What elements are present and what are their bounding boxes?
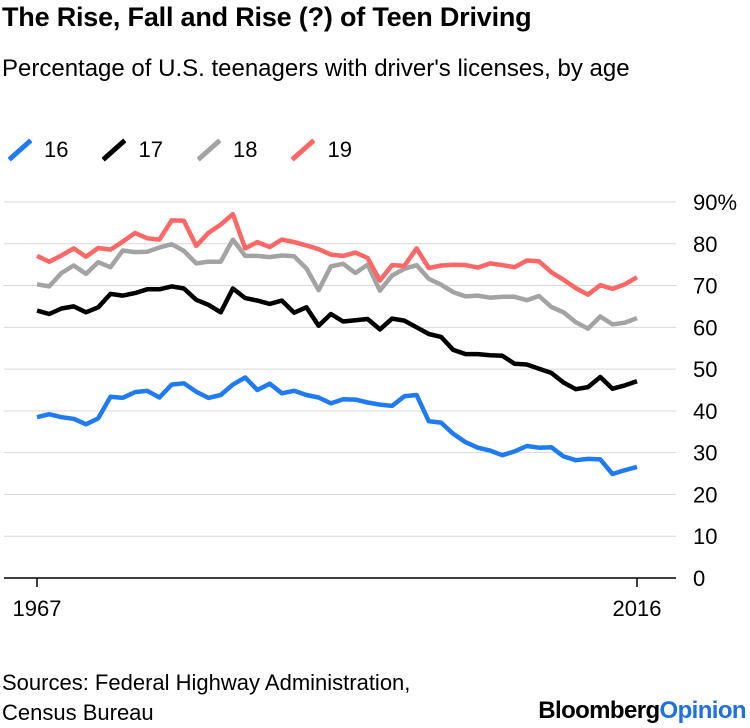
chart-subtitle: Percentage of U.S. teenagers with driver… [2,55,630,82]
y-tick-label-30: 30 [693,441,717,466]
line-chart: 0 10 20 30 40 50 60 70 80 90% 1967 2016 [4,190,737,621]
y-tick-label-60: 60 [693,315,717,340]
legend-item-16: 16 [8,137,68,163]
source-line-2: Census Bureau [2,700,154,725]
source-line-1: Sources: Federal Highway Administration, [2,670,411,695]
legend-item-18: 18 [196,137,258,163]
source-note: Sources: Federal Highway Administration,… [2,668,410,728]
x-tick-label-2016: 2016 [613,596,662,621]
series-line-18 [36,237,638,331]
x-tick-label-1967: 1967 [13,596,62,621]
legend-label-19: 19 [327,137,352,162]
brand-part-2: Opinion [659,697,747,724]
legend-swatch-19 [291,138,316,162]
series-line-19 [36,211,639,297]
y-tick-label-40: 40 [693,399,717,424]
legend: 16 17 18 19 [8,134,386,166]
y-tick-label-20: 20 [693,482,717,507]
chart-title: The Rise, Fall and Rise (?) of Teen Driv… [2,2,532,32]
y-tick-label-90: 90% [693,190,737,215]
y-tick-label-80: 80 [693,232,717,257]
y-tick-label-0: 0 [693,566,705,591]
y-tick-label-70: 70 [693,274,717,299]
legend-swatch-18 [196,138,221,162]
series-line-17 [36,284,638,392]
legend-label-18: 18 [232,137,258,162]
brand-logo: BloombergOpinion [538,697,746,725]
legend-item-17: 17 [102,137,163,163]
y-tick-label-10: 10 [693,524,717,549]
legend-label-17: 17 [138,137,163,162]
brand-part-1: Bloomberg [538,697,660,724]
series-line-16 [36,375,638,477]
legend-swatch-17 [102,138,127,162]
legend-item-19: 19 [291,137,352,163]
y-tick-label-50: 50 [693,357,717,382]
legend-swatch-16 [8,138,32,162]
legend-label-16: 16 [44,137,69,162]
